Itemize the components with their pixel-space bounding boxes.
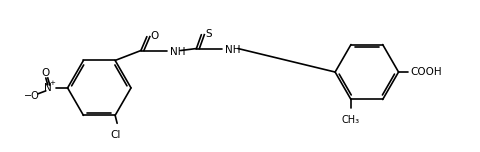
Text: NH: NH <box>225 45 240 55</box>
Text: NH: NH <box>169 47 185 57</box>
Text: Cl: Cl <box>110 130 120 140</box>
Text: +: + <box>49 80 55 86</box>
Text: O: O <box>151 31 159 41</box>
Text: S: S <box>205 29 212 39</box>
Text: −O: −O <box>24 91 40 101</box>
Text: N: N <box>44 83 52 93</box>
Text: O: O <box>42 68 50 78</box>
Text: CH₃: CH₃ <box>342 115 360 125</box>
Text: COOH: COOH <box>410 67 442 77</box>
